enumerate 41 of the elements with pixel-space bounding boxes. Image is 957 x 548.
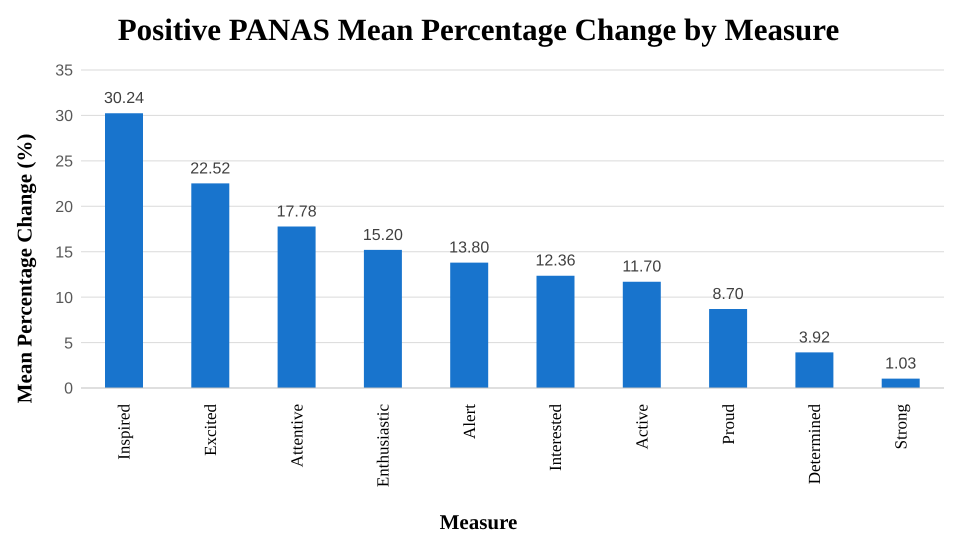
x-tick-label: Interested <box>546 404 566 472</box>
y-tick-label: 0 <box>64 380 74 398</box>
chart-title: Positive PANAS Mean Percentage Change by Measure <box>116 12 840 48</box>
bar <box>536 276 574 388</box>
data-label: 11.70 <box>622 258 662 276</box>
data-label: 3.92 <box>798 329 830 346</box>
y-tick-label: 35 <box>55 62 74 80</box>
x-tick-label: Alert <box>460 404 479 439</box>
bar <box>278 226 316 388</box>
y-tick-label: 15 <box>55 244 74 262</box>
y-tick-label: 20 <box>55 198 74 216</box>
x-tick-label: Active <box>632 404 652 450</box>
y-axis-title: Mean Percentage Change (%) <box>12 133 38 403</box>
x-tick-label: Strong <box>891 404 910 450</box>
x-tick-label: Proud <box>718 404 738 445</box>
bar <box>882 378 920 388</box>
data-label: 8.70 <box>712 286 744 303</box>
x-tick-label: Excited <box>200 404 220 456</box>
data-label: 15.20 <box>362 226 404 244</box>
bar <box>709 308 748 388</box>
x-tick-label: Attentive <box>287 404 306 468</box>
bar <box>105 113 143 388</box>
data-label: 13.80 <box>449 240 490 257</box>
bar <box>795 352 834 388</box>
bar <box>622 282 661 388</box>
y-tick-label: 25 <box>55 154 74 171</box>
bar <box>450 262 488 388</box>
x-tick-label: Enthusiastic <box>374 404 393 488</box>
x-tick-label: Inspired <box>114 404 134 460</box>
data-label: 1.03 <box>885 356 916 373</box>
data-label: 22.52 <box>190 160 230 178</box>
bar <box>191 183 230 388</box>
y-tick-label: 10 <box>55 290 74 307</box>
x-axis-title: Measure <box>438 510 518 535</box>
data-label: 30.24 <box>104 90 144 108</box>
y-tick-label: 5 <box>64 335 74 352</box>
data-label: 12.36 <box>535 252 576 270</box>
y-tick-label: 30 <box>55 108 74 126</box>
data-label: 17.78 <box>276 203 317 220</box>
bar <box>364 250 402 388</box>
x-tick-label: Determined <box>805 404 824 484</box>
